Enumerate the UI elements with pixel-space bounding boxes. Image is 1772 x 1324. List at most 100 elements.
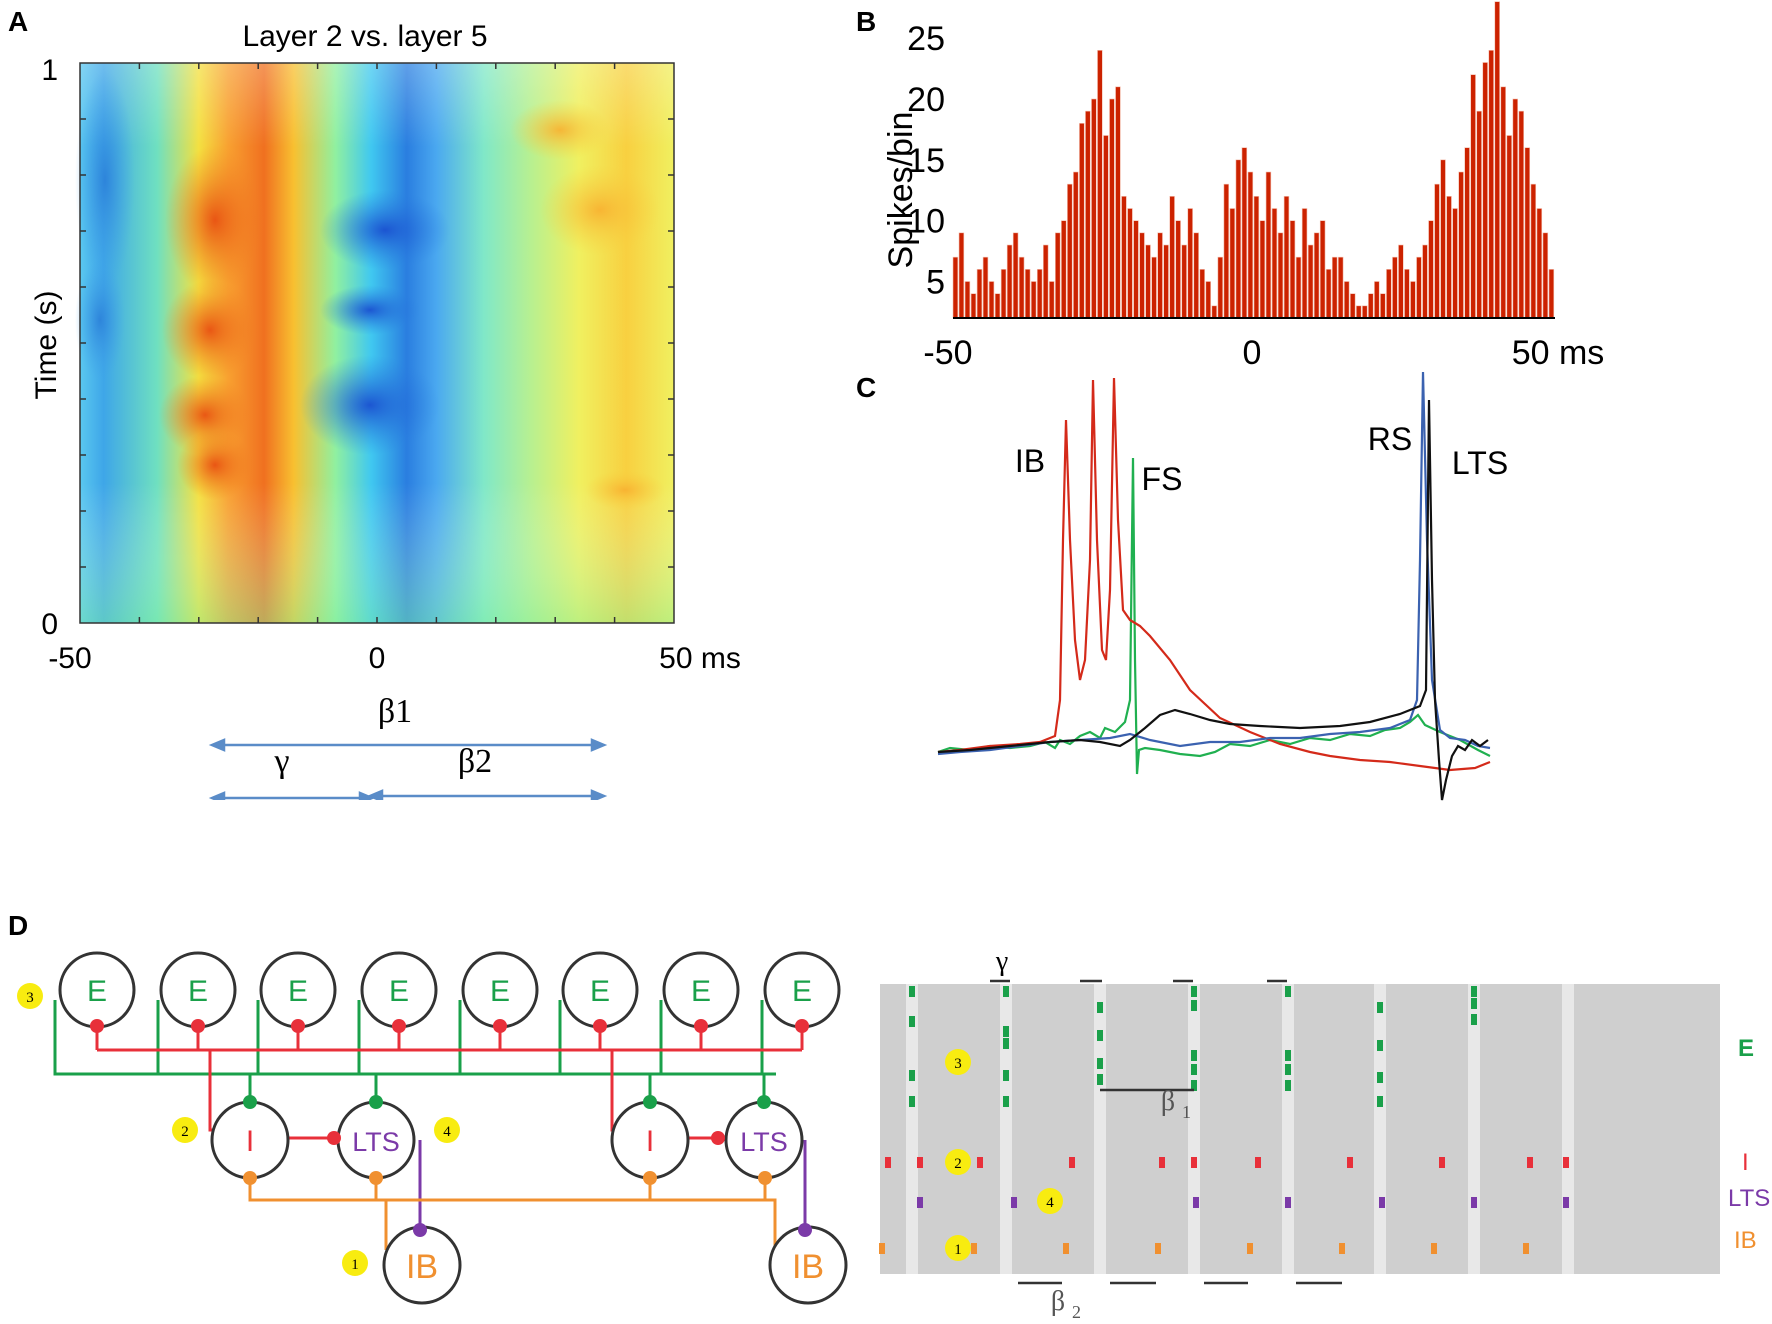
histogram-bar bbox=[1055, 232, 1061, 319]
synapse-i-on-e bbox=[392, 1019, 406, 1033]
raster-spike-e bbox=[1003, 1070, 1009, 1081]
heatmap-body bbox=[75, 63, 674, 623]
panel-a-xtick-neg50: -50 bbox=[48, 642, 91, 675]
trace-ib bbox=[937, 377, 1491, 772]
panel-d-network: E E E E E E E E I LTS I LTS IB IB 3 2 4 1 bbox=[17, 951, 848, 1305]
histogram-bar bbox=[1145, 244, 1151, 319]
synapse-i-on-e bbox=[795, 1019, 809, 1033]
raster-spike-e bbox=[1377, 1096, 1383, 1107]
e-cell-label: E bbox=[188, 975, 208, 1008]
histogram-bar bbox=[1325, 269, 1332, 319]
histogram-bar bbox=[1277, 232, 1284, 319]
histogram-bar bbox=[1091, 98, 1097, 319]
histogram-bar bbox=[1169, 196, 1175, 319]
histogram-bar bbox=[1247, 171, 1254, 319]
panel-a-beta2-label: β2 bbox=[458, 743, 492, 780]
raster-spike-e bbox=[1191, 1000, 1197, 1011]
histogram-bar bbox=[1115, 86, 1121, 319]
histogram-bar bbox=[970, 293, 977, 319]
raster-spike-e bbox=[909, 1016, 915, 1027]
histogram-bar bbox=[1307, 244, 1314, 319]
histogram-bar bbox=[1512, 98, 1518, 319]
histogram-bars bbox=[952, 1, 1555, 319]
histogram-bar bbox=[1265, 171, 1272, 319]
raster-spike-i bbox=[917, 1157, 923, 1168]
ib-cell-label: IB bbox=[792, 1248, 824, 1286]
histogram-bar bbox=[1181, 244, 1187, 319]
raster-spike-i bbox=[1255, 1157, 1261, 1168]
histogram-bar bbox=[1319, 220, 1326, 319]
synapse-e-on-lts bbox=[757, 1095, 771, 1109]
badge-3: 3 bbox=[26, 990, 34, 1006]
e-cell-label: E bbox=[792, 975, 812, 1008]
raster-spike-e bbox=[1003, 1096, 1009, 1107]
raster-beta1-sub: 1 bbox=[1182, 1102, 1191, 1122]
histogram-bar bbox=[1006, 244, 1013, 319]
raster-row-label-lts: LTS bbox=[1728, 1185, 1770, 1212]
histogram-bar bbox=[1470, 74, 1476, 319]
raster-spike-lts bbox=[1011, 1197, 1017, 1208]
histogram-bar bbox=[1259, 220, 1266, 319]
panel-a-ytick-1: 1 bbox=[41, 54, 58, 87]
panel-b-histogram: Spikes/bin 5 10 15 20 25 -50 0 50 ms bbox=[882, 1, 1604, 372]
histogram-bar bbox=[1374, 281, 1380, 319]
raster-row-label-e: E bbox=[1738, 1035, 1754, 1062]
label-rs: RS bbox=[1368, 421, 1412, 457]
histogram-bar bbox=[1488, 50, 1494, 319]
panel-b-xtick-0: 0 bbox=[1243, 334, 1262, 372]
heatmap-tick-marks bbox=[80, 63, 674, 623]
histogram-bar bbox=[1097, 50, 1103, 319]
synapse-e-on-lts bbox=[369, 1095, 383, 1109]
synapse-ib-on-lts bbox=[369, 1171, 383, 1185]
panel-c-traces: IB FS RS LTS bbox=[937, 371, 1508, 801]
raster-spike-e bbox=[1285, 1064, 1291, 1075]
raster-spike-i bbox=[1527, 1157, 1533, 1168]
raster-spike-ib bbox=[1063, 1243, 1069, 1254]
trace-fs bbox=[937, 457, 1491, 775]
raster-badge-1: 1 bbox=[954, 1242, 962, 1258]
panel-a-xtick-50: 50 ms bbox=[659, 642, 741, 675]
synapse-i-on-lts bbox=[711, 1131, 725, 1145]
histogram-bar bbox=[1536, 208, 1543, 319]
panel-a-xtick-0: 0 bbox=[369, 642, 386, 675]
panel-a-heatmap: Layer 2 vs. layer 5 Time (s) 1 0 -50 0 5… bbox=[30, 20, 741, 800]
raster-spike-i bbox=[1563, 1157, 1569, 1168]
badge-4: 4 bbox=[443, 1124, 451, 1140]
raster-light-band bbox=[1000, 984, 1012, 1274]
histogram-bar bbox=[1109, 98, 1115, 319]
histogram-bar bbox=[1368, 293, 1374, 319]
panel-a-ytick-0: 0 bbox=[41, 608, 58, 641]
raster-spike-lts bbox=[1193, 1197, 1199, 1208]
histogram-bar bbox=[1223, 183, 1230, 319]
raster-beta1-label: β bbox=[1161, 1086, 1175, 1117]
histogram-bar bbox=[1079, 123, 1085, 319]
panel-label-a: A bbox=[8, 6, 29, 37]
raster-spike-e bbox=[1191, 1080, 1197, 1091]
histogram-bar bbox=[982, 256, 989, 319]
histogram-bar bbox=[952, 256, 959, 319]
e-cell-label: E bbox=[87, 975, 107, 1008]
histogram-bar bbox=[1434, 183, 1440, 319]
raster-spike-lts bbox=[1379, 1197, 1385, 1208]
synapse-i-on-e bbox=[90, 1019, 104, 1033]
synapse-ib-on-i bbox=[643, 1171, 657, 1185]
histogram-bar bbox=[1036, 269, 1043, 319]
raster-spike-e bbox=[1097, 1002, 1103, 1013]
raster-badge-3: 3 bbox=[954, 1056, 962, 1072]
histogram-bar bbox=[1151, 256, 1157, 319]
lts-cell-label: LTS bbox=[740, 1127, 788, 1157]
histogram-bar bbox=[1428, 220, 1434, 319]
panel-b-ylabel: Spikes/bin bbox=[882, 112, 920, 269]
histogram-bar bbox=[1380, 293, 1386, 319]
panel-a-beta1-arrow bbox=[208, 738, 608, 752]
histogram-bar bbox=[1392, 256, 1398, 319]
raster-spike-e bbox=[1471, 986, 1477, 997]
histogram-bar bbox=[1476, 110, 1482, 319]
histogram-bar bbox=[1404, 269, 1410, 319]
histogram-bar bbox=[1458, 171, 1464, 319]
synapse-e-on-i bbox=[643, 1095, 657, 1109]
histogram-bar bbox=[1121, 196, 1127, 319]
histogram-bar bbox=[1085, 110, 1091, 319]
network-synapses bbox=[90, 1019, 812, 1237]
histogram-bar bbox=[1073, 171, 1079, 319]
